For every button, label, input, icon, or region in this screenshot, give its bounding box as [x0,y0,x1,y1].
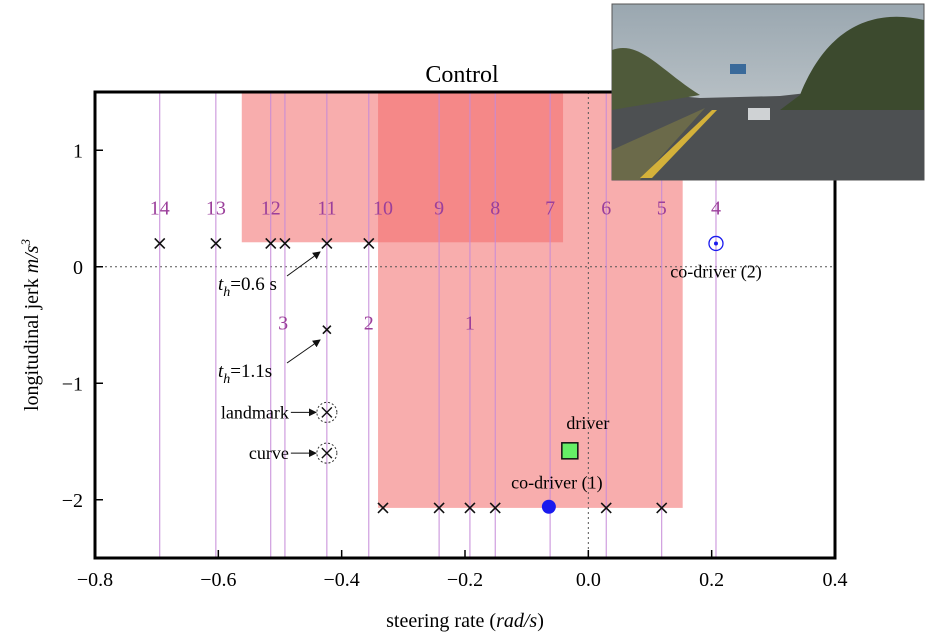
annotation-text: =1.1s [230,361,272,382]
x-label-close: ) [537,610,544,632]
x-label-unit: rad/s [496,610,537,632]
cross-marker [363,237,375,250]
point-label: co-driver (1) [511,473,602,494]
photo-sign [730,64,746,74]
annotation-sub: h [223,285,230,300]
annotation-arrow [286,339,321,364]
annotation-sub: h [223,372,230,387]
y-label-exp: 3 [18,238,33,246]
y-tick-label: 0 [73,257,83,279]
cross-marker [656,502,668,514]
point-label: landmark [221,402,289,422]
number-label: 4 [711,197,721,219]
chart-title: Control [425,62,499,88]
number-label: 5 [657,197,667,219]
annotation: th=0.6 s [218,274,277,300]
point-ring [316,401,338,423]
x-tick-label: −0.2 [447,569,483,591]
point-marker [561,442,579,460]
point-label: driver [566,413,609,433]
inset-photo [611,3,925,181]
y-label-unit: m/s [21,245,43,273]
point-marker [541,499,556,514]
photo-road-line [640,110,717,178]
photo-trees [612,48,700,110]
annotation-t: t [218,274,224,295]
point-cross [321,447,333,459]
number-label: 13 [206,197,226,219]
annotation-arrow [286,251,321,277]
point-marker [708,235,724,252]
x-tick-label: −0.6 [200,569,236,591]
cross-marker [464,502,476,514]
y-tick-label: −1 [62,373,83,395]
cross-marker [433,502,445,514]
number-label: 8 [490,197,500,219]
annotation: th=1.1s [218,361,272,387]
x-tick-label: −0.8 [77,569,113,591]
point-ring [316,442,338,464]
y-tick-label: −2 [62,490,83,512]
point-marker [316,442,338,464]
x-label-text: steering rate ( [386,610,496,632]
cross-marker [154,237,166,250]
x-tick-label: 0.4 [823,569,848,591]
number-label: 3 [278,313,288,335]
point-dot [713,241,718,246]
cross-marker [377,502,389,514]
y-tick-label: 1 [73,140,83,162]
number-label: 10 [373,197,393,219]
number-label: 12 [261,197,281,219]
cross-marker [265,237,277,250]
point-cross [321,406,333,418]
number-label: 9 [434,197,444,219]
y-label-text: longitudinal jerk [21,273,43,411]
point-ring [708,235,724,252]
photo-verge [612,108,705,180]
number-label: 2 [364,313,374,335]
number-label: 14 [150,197,170,219]
number-label: 1 [465,313,475,335]
point-label: curve [249,443,289,463]
x-tick-label: −0.4 [324,569,360,591]
cross-marker [210,237,222,250]
cross-marker [489,502,501,514]
point-marker [316,401,338,423]
photo-car [748,108,770,120]
photo-trees [780,16,924,110]
number-label: 11 [317,197,336,219]
number-label: 7 [545,197,555,219]
x-tick-label: 0.2 [699,569,724,591]
annotation-t: t [218,361,224,382]
cross-marker [321,237,333,250]
y-axis-label: longitudinal jerk m/s3 [18,238,43,411]
cross-marker [600,502,612,514]
cross-marker [322,325,332,335]
number-label: 6 [601,197,611,219]
point-label: co-driver (2) [670,261,761,282]
x-tick-label: 0.0 [576,569,601,591]
x-axis-label: steering rate (rad/s) [386,610,544,632]
cross-marker [279,237,291,250]
annotation-text: =0.6 s [230,274,277,295]
